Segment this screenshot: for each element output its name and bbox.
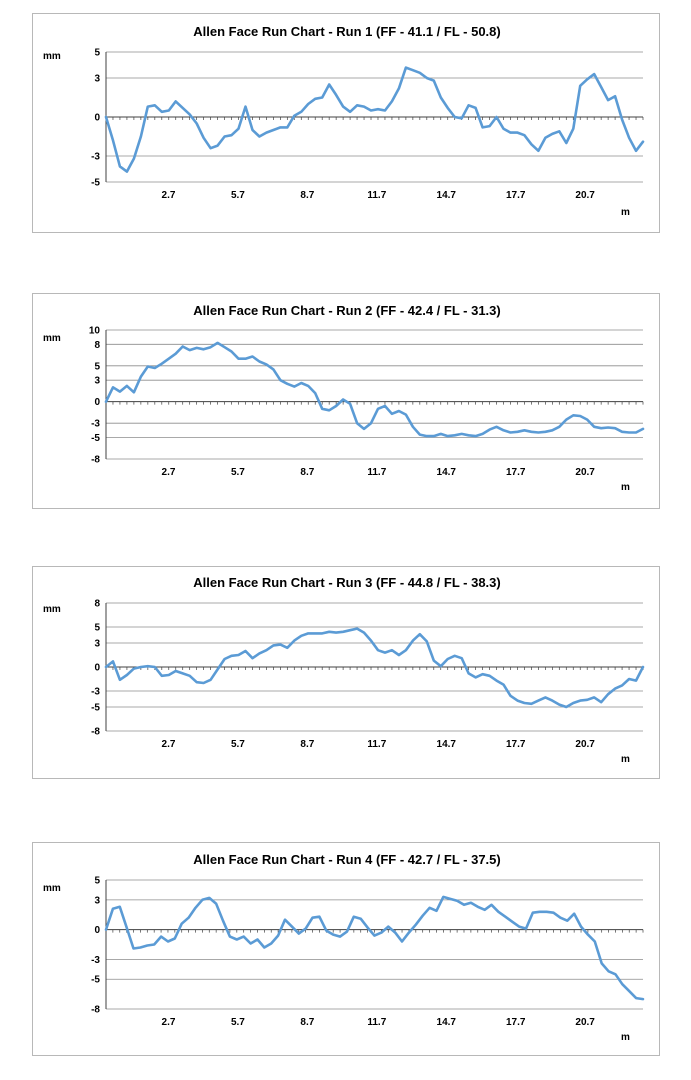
y-axis-label: mm [43,604,61,615]
x-axis-label: m [621,754,630,765]
y-tick-label: 3 [94,376,100,387]
y-tick-label: -8 [91,455,100,466]
chart-panel-run-1: Allen Face Run Chart - Run 1 (FF - 41.1 … [32,13,660,233]
y-tick-label: 3 [94,74,100,85]
y-axis-label: mm [43,51,61,62]
series-line [104,66,645,173]
x-tick-label: 14.7 [437,467,457,478]
x-tick-label: 14.7 [437,190,457,201]
series-line [104,895,645,1001]
x-tick-label: 11.7 [367,467,386,478]
y-tick-label: 0 [94,663,100,674]
y-axis-label: mm [43,333,61,344]
x-tick-label: 8.7 [300,467,314,478]
y-tick-label: -5 [91,975,100,986]
chart-run-2: Allen Face Run Chart - Run 2 (FF - 42.4 … [43,303,645,493]
y-tick-label: 5 [94,876,100,887]
y-tick-label: -8 [91,1005,100,1016]
y-tick-label: 3 [94,639,100,650]
series-line [104,627,645,709]
chart-title: Allen Face Run Chart - Run 1 (FF - 41.1 … [193,24,500,39]
y-tick-label: -3 [91,955,100,966]
x-tick-label: 11.7 [367,739,386,750]
x-tick-label: 2.7 [162,467,176,478]
x-tick-label: 8.7 [300,1017,314,1028]
x-tick-label: 17.7 [506,467,526,478]
x-tick-label: 5.7 [231,190,245,201]
y-axis-label: mm [43,883,61,894]
chart-title: Allen Face Run Chart - Run 4 (FF - 42.7 … [193,852,500,867]
x-tick-label: 2.7 [162,739,176,750]
x-tick-label: 8.7 [300,739,314,750]
x-tick-label: 2.7 [162,190,176,201]
y-tick-label: -3 [91,687,100,698]
y-tick-label: 10 [89,326,101,337]
x-tick-label: 11.7 [367,190,386,201]
x-axis-label: m [621,1032,630,1043]
y-tick-label: -5 [91,178,100,189]
y-tick-label: 0 [94,113,100,124]
x-tick-label: 17.7 [506,190,526,201]
y-tick-label: 5 [94,361,100,372]
x-tick-label: 5.7 [231,739,245,750]
y-tick-label: 8 [94,340,100,351]
y-tick-label: 5 [94,623,100,634]
x-axis-label: m [621,482,630,493]
x-tick-label: 5.7 [231,1017,245,1028]
chart-panel-run-4: Allen Face Run Chart - Run 4 (FF - 42.7 … [32,842,660,1056]
x-tick-label: 5.7 [231,467,245,478]
y-tick-label: 8 [94,599,100,610]
chart-title: Allen Face Run Chart - Run 3 (FF - 44.8 … [193,575,500,590]
y-tick-label: 0 [94,397,100,408]
y-tick-label: 5 [94,48,100,59]
x-tick-label: 17.7 [506,1017,526,1028]
x-tick-label: 2.7 [162,1017,176,1028]
y-tick-label: 3 [94,895,100,906]
x-tick-label: 20.7 [575,1017,595,1028]
chart-panel-run-3: Allen Face Run Chart - Run 3 (FF - 44.8 … [32,566,660,779]
y-tick-label: -8 [91,727,100,738]
x-tick-label: 8.7 [300,190,314,201]
y-tick-label: 0 [94,925,100,936]
x-tick-label: 17.7 [506,739,526,750]
x-tick-label: 14.7 [437,739,457,750]
chart-run-4: Allen Face Run Chart - Run 4 (FF - 42.7 … [43,852,645,1043]
x-tick-label: 20.7 [575,467,595,478]
y-tick-label: -3 [91,419,100,430]
y-tick-label: -3 [91,152,100,163]
series-line [104,341,645,438]
chart-panel-run-2: Allen Face Run Chart - Run 2 (FF - 42.4 … [32,293,660,509]
y-tick-label: -5 [91,433,100,444]
x-tick-label: 20.7 [575,190,595,201]
x-axis-label: m [621,207,630,218]
chart-title: Allen Face Run Chart - Run 2 (FF - 42.4 … [193,303,500,318]
x-tick-label: 20.7 [575,739,595,750]
x-tick-label: 11.7 [367,1017,386,1028]
x-tick-label: 14.7 [437,1017,457,1028]
y-tick-label: -5 [91,703,100,714]
chart-run-3: Allen Face Run Chart - Run 3 (FF - 44.8 … [43,575,645,765]
chart-run-1: Allen Face Run Chart - Run 1 (FF - 41.1 … [43,24,645,218]
